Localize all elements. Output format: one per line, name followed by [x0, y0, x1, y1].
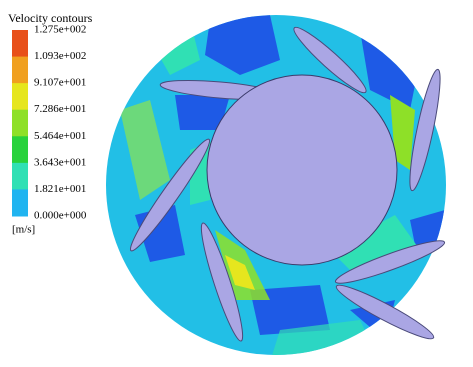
- color-swatch: [12, 83, 28, 110]
- legend-label: 7.286e+001: [34, 103, 86, 115]
- legend-label: 3.643e+001: [34, 156, 86, 168]
- contour-figure: Velocity contours 1.275e+0021.093e+0029.…: [0, 0, 473, 362]
- color-swatch: [12, 57, 28, 84]
- color-swatch: [12, 189, 28, 216]
- legend-label: 1.275e+002: [34, 24, 86, 36]
- hub: [207, 75, 397, 265]
- color-bar: [12, 30, 28, 217]
- legend-labels: 1.275e+002 1.093e+002 9.107e+001 7.286e+001…: [34, 24, 87, 222]
- legend-unit: [m/s]: [12, 224, 35, 236]
- color-swatch: [12, 136, 28, 163]
- color-swatch: [12, 110, 28, 137]
- legend: Velocity contours 1.275e+0021.093e+0029.…: [8, 11, 93, 236]
- legend-label: 1.821e+001: [34, 183, 86, 195]
- legend-label: 9.107e+001: [34, 77, 86, 89]
- color-swatch: [12, 163, 28, 190]
- contour-field: [106, 15, 447, 362]
- legend-label: 5.464e+001: [34, 130, 86, 142]
- legend-label: 1.093e+002: [34, 50, 86, 62]
- color-swatch: [12, 30, 28, 57]
- legend-label: 0.000e+000: [34, 210, 87, 222]
